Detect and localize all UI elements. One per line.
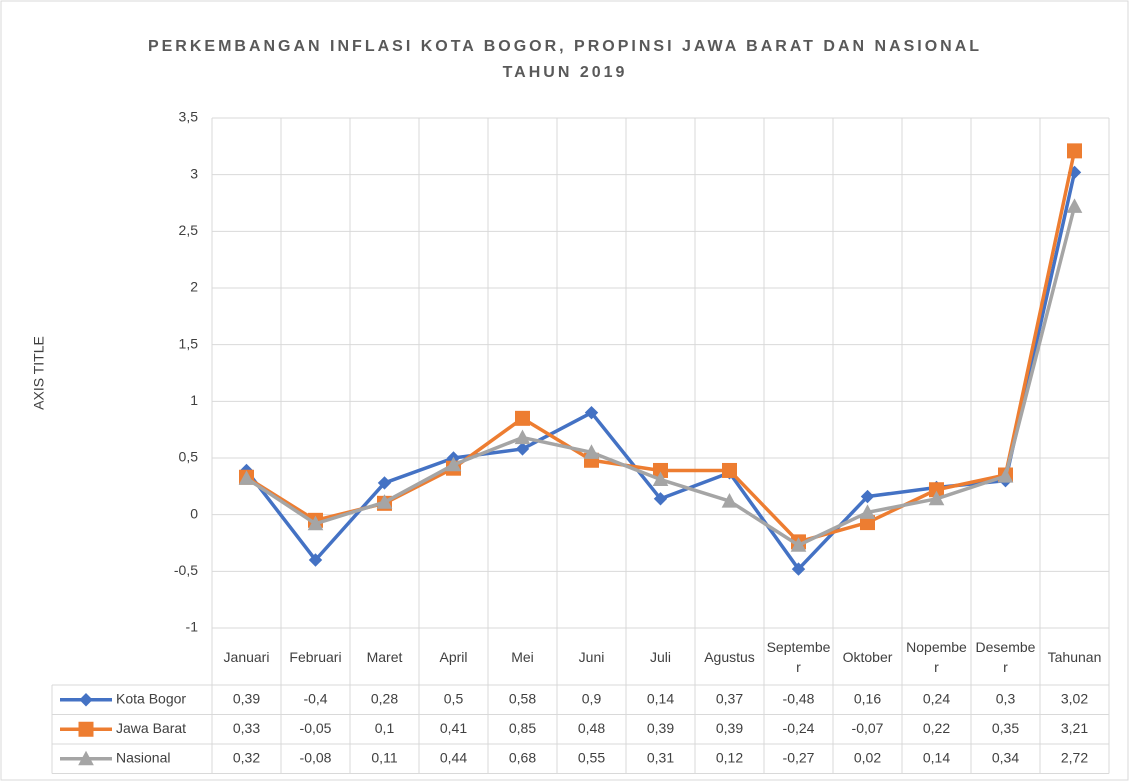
data-point [791,562,806,576]
y-tick-label: 1,5 [179,335,199,351]
table-cell: -0,07 [852,720,884,736]
table-cell: 0,39 [647,720,674,736]
x-tick-label: September [766,638,831,675]
data-point [584,405,599,420]
y-tick-label: 0 [190,505,198,521]
x-tick-label: Mei [511,648,534,665]
table-cell: 0,37 [716,690,743,706]
table-cell: 0,14 [923,749,950,765]
y-tick-label: 2 [190,279,198,295]
data-point [1066,198,1083,213]
y-tick-label: 2,5 [179,222,199,238]
y-tick-label: -0,5 [174,562,198,578]
table-cell: 0,11 [371,749,397,765]
table-cell: 0,32 [233,749,260,765]
table-cell: 0,33 [233,720,260,736]
table-cell: -0,24 [783,720,815,736]
y-tick-label: 3,5 [179,109,199,125]
data-point [376,494,393,509]
table-cell: 0,5 [444,690,464,706]
table-cell: 0,85 [509,720,536,736]
table-cell: 0,34 [992,749,1019,765]
data-point [997,468,1014,483]
table-cell: -0,27 [783,749,815,765]
legend-label: Jawa Barat [116,720,186,736]
x-tick-label: Januari [223,648,270,665]
x-tick-label: Agustus [704,648,755,665]
y-tick-label: 3 [190,165,198,181]
x-tick-label: Tahunan [1047,648,1102,665]
table-cell: 2,72 [1061,749,1088,765]
legend-marker [79,693,93,707]
data-point [515,442,530,456]
table-cell: 0,48 [578,720,605,736]
data-point [445,456,462,472]
table-cell: 0,39 [233,690,260,706]
table-cell: 0,16 [854,690,881,706]
y-tick-label: 0,5 [179,449,199,465]
table-cell: 0,39 [716,720,743,736]
x-tick-label: April [439,648,468,665]
data-point [721,493,738,508]
x-tick-label: Juli [649,648,671,665]
data-point [722,462,737,478]
x-tick-label: Nopember [906,638,967,675]
table-cell: 0,02 [854,749,881,765]
table-cell: -0,4 [303,690,327,706]
legend-marker [78,721,94,737]
table-cell: 0,28 [371,690,398,706]
table-cell: 0,12 [716,749,743,765]
data-point [583,444,600,459]
y-axis-title: AXIS TITLE [31,336,47,410]
data-point [238,470,255,485]
data-point [377,476,392,490]
y-tick-label: 1 [190,392,198,408]
table-cell: -0,05 [300,720,332,736]
data-point [860,489,875,504]
table-cell: -0,08 [300,749,332,765]
data-point [653,492,668,506]
table-cell: 0,9 [582,690,602,706]
data-point [1067,143,1082,159]
data-point [859,504,876,519]
table-cell: 0,22 [923,720,950,736]
table-cell: 0,44 [440,749,467,765]
x-tick-label: Maret [366,648,403,665]
table-cell: 3,02 [1061,690,1088,706]
data-point [790,537,807,552]
data-point [652,471,669,487]
x-tick-label: Oktober [842,648,893,665]
table-cell: 0,41 [440,720,467,736]
table-cell: 0,31 [647,749,674,765]
x-tick-label: Desember [975,638,1036,675]
data-point [308,553,323,567]
x-tick-label: Juni [578,648,605,665]
legend-label: Kota Bogor [116,690,186,706]
legend-marker [78,750,94,766]
data-point [307,515,324,531]
x-tick-label: Februari [289,648,342,665]
table-cell: 3,21 [1061,720,1088,736]
data-point [928,490,945,506]
data-point [514,429,531,445]
table-cell: 0,3 [996,690,1016,706]
table-cell: 0,58 [509,690,536,706]
table-cell: 0,1 [375,720,395,736]
data-point [515,410,530,426]
table-cell: 0,35 [992,720,1019,736]
legend-label: Nasional [116,749,170,765]
chart-title: PERKEMBANGAN INFLASI KOTA BOGOR, PROPINS… [147,38,983,81]
table-cell: -0,48 [783,690,815,706]
table-cell: 0,14 [647,690,674,706]
y-tick-label: -1 [186,619,199,635]
table-cell: 0,68 [509,749,536,765]
table-cell: 0,55 [578,749,605,765]
table-cell: 0,24 [923,690,950,706]
